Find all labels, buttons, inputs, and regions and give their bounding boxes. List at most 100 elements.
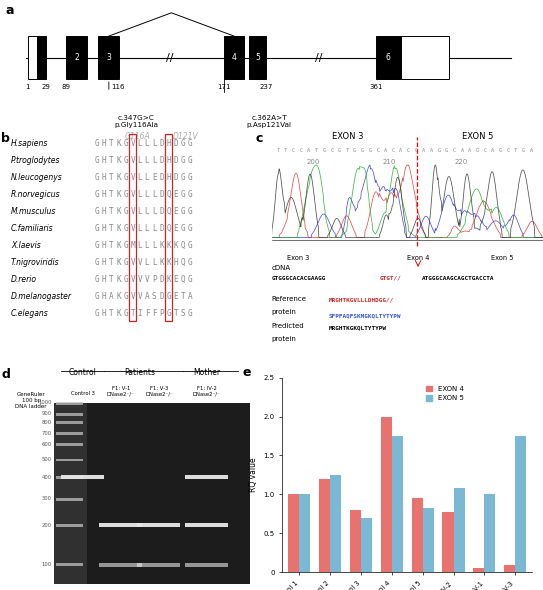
Text: Control 3: Control 3 <box>71 391 94 396</box>
Bar <box>165 134 172 322</box>
Text: 300: 300 <box>41 496 52 502</box>
Text: L: L <box>145 241 149 250</box>
Text: G: G <box>94 309 99 318</box>
Text: D.melanogaster: D.melanogaster <box>11 292 72 301</box>
Text: T: T <box>284 148 287 153</box>
Text: G: G <box>181 207 185 216</box>
Text: T: T <box>109 173 113 182</box>
Text: G: G <box>94 241 99 250</box>
Text: T: T <box>109 207 113 216</box>
Text: G: G <box>414 148 418 153</box>
Text: T.nigroviridis: T.nigroviridis <box>11 258 60 267</box>
Bar <box>504 565 515 572</box>
Text: G: G <box>123 139 128 148</box>
Text: EXON 5: EXON 5 <box>462 132 494 141</box>
Bar <box>56 432 83 435</box>
Bar <box>453 488 465 572</box>
Text: G: G <box>353 148 356 153</box>
Text: G: G <box>181 173 185 182</box>
Text: K: K <box>116 224 121 233</box>
Text: H: H <box>102 156 106 165</box>
Text: T: T <box>315 148 318 153</box>
Text: G: G <box>188 207 192 216</box>
Text: G: G <box>123 173 128 182</box>
Text: G: G <box>94 139 99 148</box>
Text: e: e <box>242 366 251 379</box>
Text: 500: 500 <box>41 457 52 462</box>
Text: C: C <box>483 148 487 153</box>
Text: E: E <box>173 224 178 233</box>
Bar <box>129 134 136 322</box>
Bar <box>412 499 422 572</box>
Text: A: A <box>109 292 113 301</box>
Bar <box>56 402 83 405</box>
Bar <box>484 494 495 572</box>
Text: //: // <box>314 53 322 63</box>
Text: G: G <box>522 148 525 153</box>
Text: H: H <box>102 292 106 301</box>
Text: 29: 29 <box>42 84 50 90</box>
Text: MRGHTKGKQLTYTYPW: MRGHTKGKQLTYTYPW <box>329 325 387 330</box>
Bar <box>56 421 83 424</box>
Bar <box>56 563 83 566</box>
Text: 900: 900 <box>41 411 52 417</box>
Text: Control: Control <box>68 368 97 377</box>
Bar <box>473 568 484 572</box>
Bar <box>61 476 104 479</box>
Text: 6: 6 <box>386 53 391 62</box>
Text: D121V: D121V <box>172 132 198 141</box>
Text: V: V <box>130 139 135 148</box>
Text: c: c <box>255 132 263 145</box>
Text: G: G <box>188 224 192 233</box>
Text: F: F <box>145 309 149 318</box>
Text: 4: 4 <box>231 53 236 62</box>
Text: Q: Q <box>181 241 185 250</box>
Text: V: V <box>130 275 135 284</box>
Text: b: b <box>1 132 10 145</box>
Text: F1: V-3
DNase2⁻/⁻: F1: V-3 DNase2⁻/⁻ <box>145 385 173 396</box>
Bar <box>98 36 119 79</box>
Text: G: G <box>499 148 502 153</box>
Text: T: T <box>109 190 113 199</box>
Text: protein: protein <box>272 309 296 315</box>
Text: D: D <box>159 224 163 233</box>
Text: H: H <box>102 258 106 267</box>
Text: G: G <box>188 190 192 199</box>
Text: 400: 400 <box>41 474 52 480</box>
Text: V: V <box>130 258 135 267</box>
Text: L: L <box>137 190 142 199</box>
Text: L: L <box>152 190 156 199</box>
Text: K: K <box>116 241 121 250</box>
Text: L: L <box>145 258 149 267</box>
Text: D: D <box>159 156 163 165</box>
Text: G: G <box>188 173 192 182</box>
Text: H: H <box>166 139 171 148</box>
Text: G: G <box>123 258 128 267</box>
Text: V: V <box>130 207 135 216</box>
Bar <box>443 512 453 572</box>
Text: SFPFAQFSKMGKQLTYTYPW: SFPFAQFSKMGKQLTYTYPW <box>329 314 401 319</box>
Text: Reference: Reference <box>272 296 306 301</box>
Bar <box>56 524 83 527</box>
Bar <box>54 403 250 584</box>
Text: GTGT//: GTGT// <box>380 276 402 280</box>
Text: E: E <box>152 173 156 182</box>
Text: G: G <box>94 258 99 267</box>
Text: G: G <box>94 173 99 182</box>
Text: Patients: Patients <box>124 368 155 377</box>
Bar <box>299 494 311 572</box>
Text: Exon 4: Exon 4 <box>407 255 430 261</box>
Legend: EXON 4, EXON 5: EXON 4, EXON 5 <box>423 383 466 404</box>
Text: L: L <box>145 207 149 216</box>
Text: A: A <box>188 292 192 301</box>
Text: E: E <box>173 190 178 199</box>
Text: A: A <box>422 148 425 153</box>
Text: K: K <box>116 190 121 199</box>
Text: EXON 3: EXON 3 <box>332 132 363 141</box>
Text: D: D <box>173 156 178 165</box>
Text: 1000: 1000 <box>38 401 52 405</box>
Text: C: C <box>392 148 395 153</box>
Text: G: G <box>338 148 341 153</box>
Bar <box>288 494 299 572</box>
Text: T: T <box>130 309 135 318</box>
